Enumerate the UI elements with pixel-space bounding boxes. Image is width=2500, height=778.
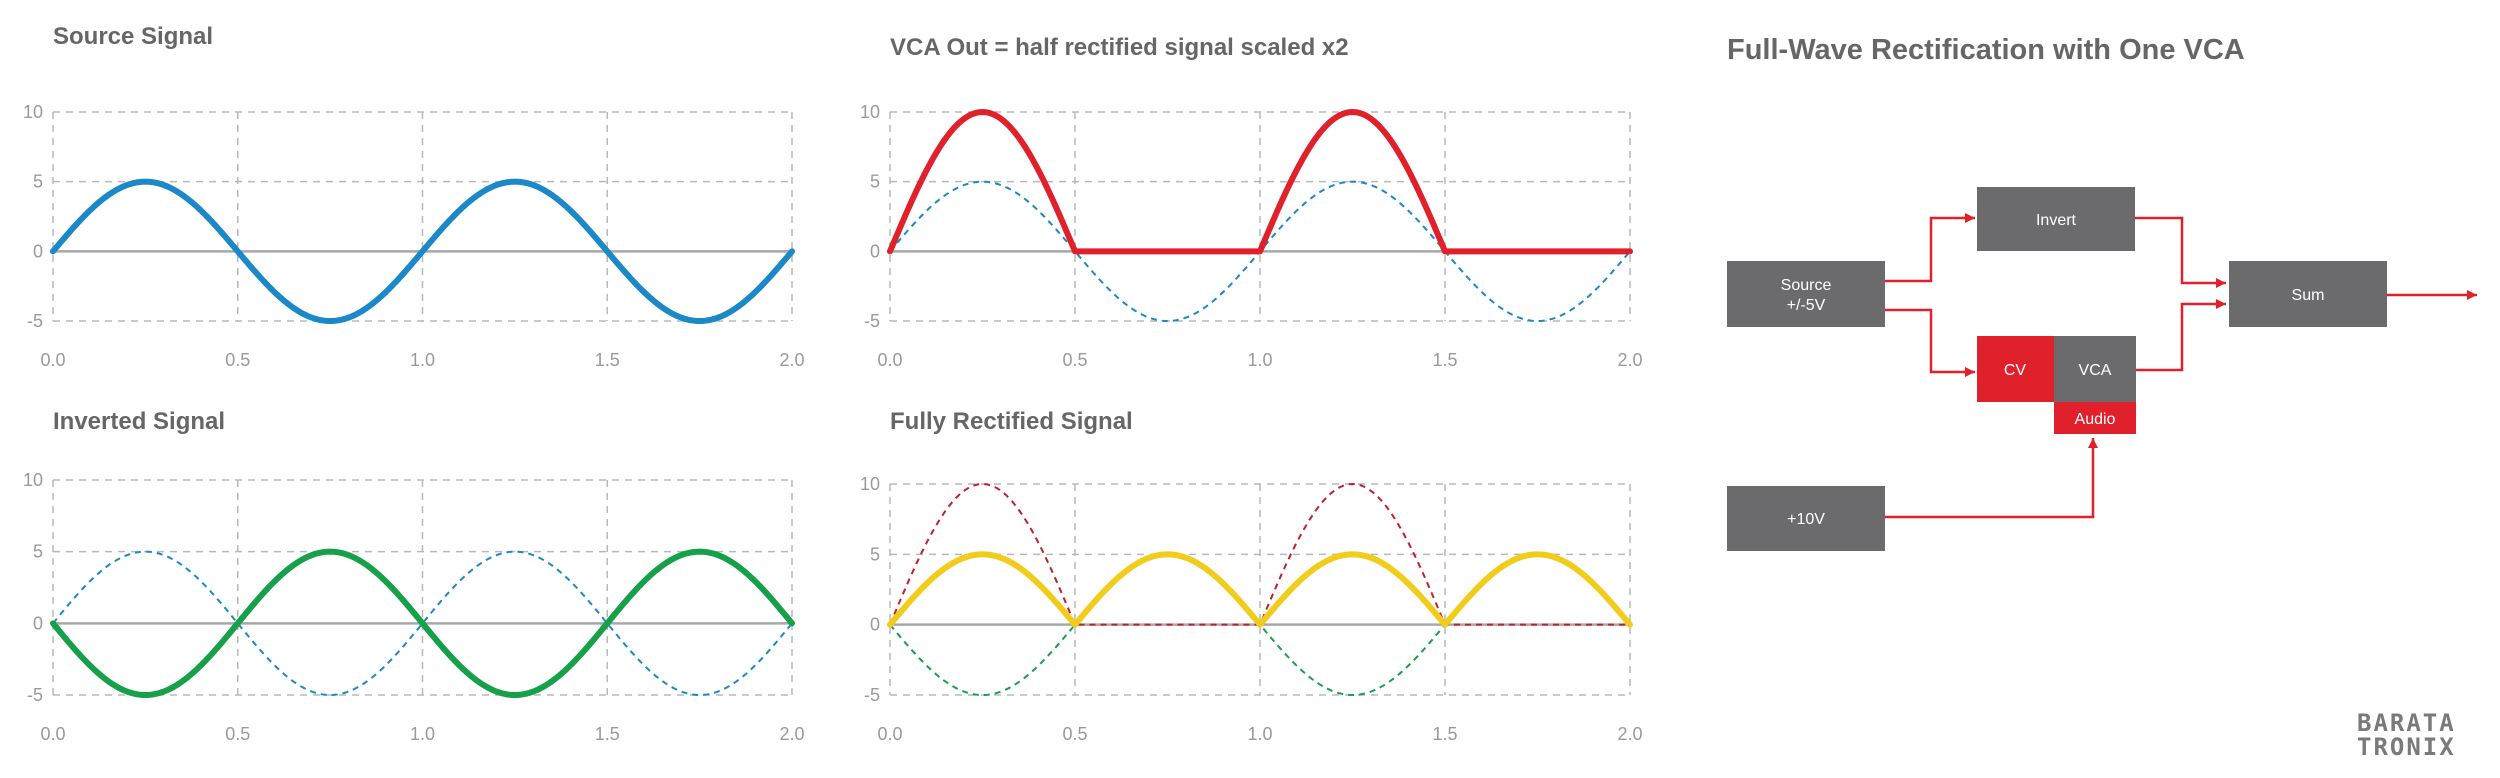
y-tick-label: 10 — [23, 470, 43, 490]
x-tick-label: 1.5 — [595, 350, 620, 370]
y-tick-label: 10 — [860, 474, 880, 494]
x-tick-label: 0.5 — [1062, 724, 1087, 744]
x-tick-label: 1.5 — [1432, 724, 1457, 744]
grid — [52, 111, 793, 322]
wire-source-to-cv — [1885, 308, 1975, 377]
wire-source-to-invert — [1885, 213, 1975, 283]
block-vca: CV VCA Audio — [1977, 336, 2136, 434]
y-tick-label: 0 — [33, 241, 43, 261]
series-line-half-rectified — [887, 109, 1633, 255]
block-sum-label: Sum — [2292, 287, 2325, 304]
grid — [889, 483, 1631, 696]
x-tick-label: 1.0 — [1247, 350, 1272, 370]
block-diagram: Full-Wave Rectification with One VCA Sou… — [1727, 34, 2477, 551]
y-tick-label: -5 — [864, 311, 880, 331]
chart-title: Inverted Signal — [53, 408, 225, 435]
block-plus-10v: +10V — [1727, 486, 1885, 551]
x-tick-label: 1.0 — [410, 350, 435, 370]
y-tick-label: 5 — [870, 172, 880, 192]
block-cv — [1977, 336, 2054, 402]
y-tick-label: 5 — [33, 172, 43, 192]
block-vca-label: VCA — [2079, 362, 2112, 379]
chart-inverted-signal: Inverted Signal 10 5 0 -5 0.0 0.5 1.0 1.5 2.0 — [23, 408, 805, 744]
diagram-title: Full-Wave Rectification with One VCA — [1727, 34, 2245, 66]
x-tick-label: 0.5 — [1062, 350, 1087, 370]
block-vca-core — [2054, 336, 2136, 402]
y-tick-label: 5 — [33, 542, 43, 562]
block-source-label: Source — [1781, 277, 1832, 294]
block-invert: Invert — [1977, 187, 2135, 251]
block-plus-10v-label: +10V — [1787, 511, 1825, 528]
x-tick-label: 2.0 — [1617, 724, 1642, 744]
x-tick-label: 1.5 — [595, 724, 620, 744]
logo-line-1: BARATA — [2357, 709, 2456, 737]
x-tick-label: 1.0 — [410, 724, 435, 744]
grid — [52, 479, 793, 696]
block-source-range: +/-5V — [1787, 297, 1826, 314]
x-tick-label: 0.5 — [225, 724, 250, 744]
grid — [889, 111, 1631, 322]
x-tick-label: 2.0 — [779, 724, 804, 744]
block-sum: Sum — [2229, 261, 2387, 327]
series-line-sine — [50, 178, 795, 324]
chart-title: VCA Out = half rectified signal scaled x… — [890, 34, 1349, 61]
x-tick-label: 1.5 — [1432, 350, 1457, 370]
chart-title: Fully Rectified Signal — [890, 408, 1133, 435]
y-tick-label: -5 — [27, 311, 43, 331]
series-line-sine — [50, 548, 795, 698]
y-tick-label: 0 — [870, 615, 880, 635]
block-audio-label: Audio — [2075, 411, 2116, 428]
wire-invert-to-sum — [2133, 216, 2226, 288]
y-tick-label: 10 — [23, 102, 43, 122]
x-tick-label: 0.0 — [40, 350, 65, 370]
x-tick-label: 0.0 — [877, 350, 902, 370]
logo-line-2: TRONIX — [2357, 733, 2456, 761]
x-tick-label: 1.0 — [1247, 724, 1272, 744]
y-tick-label: 0 — [33, 613, 43, 633]
wire-vca-to-sum — [2135, 299, 2226, 372]
y-tick-label: -5 — [27, 685, 43, 705]
x-tick-label: 0.0 — [40, 724, 65, 744]
chart-title: Source Signal — [53, 23, 213, 50]
baratatronix-logo: BARATA TRONIX — [2357, 709, 2456, 761]
x-tick-label: 2.0 — [779, 350, 804, 370]
x-tick-label: 2.0 — [1617, 350, 1642, 370]
block-source: Source +/-5V — [1727, 261, 1885, 327]
y-tick-label: 10 — [860, 102, 880, 122]
y-tick-label: -5 — [864, 685, 880, 705]
series-line-full-rectified — [887, 551, 1633, 628]
block-invert-label: Invert — [2036, 212, 2077, 229]
chart-vca-out: VCA Out = half rectified signal scaled x… — [860, 34, 1643, 370]
block-audio — [2054, 402, 2136, 434]
x-tick-label: 0.5 — [225, 350, 250, 370]
x-tick-label: 0.0 — [877, 724, 902, 744]
y-tick-label: 5 — [870, 544, 880, 564]
wire-10v-to-audio — [1885, 438, 2098, 519]
chart-fully-rectified-signal: Fully Rectified Signal 10 5 0 -5 0.0 0.5 1.0 1.5… — [860, 408, 1643, 744]
block-cv-label: CV — [2004, 362, 2027, 379]
y-tick-label: 0 — [870, 241, 880, 261]
connections — [1885, 213, 2477, 519]
chart-source-signal: Source Signal 10 5 0 -5 0.0 0.5 1.0 1.5 2.0 — [23, 23, 805, 370]
